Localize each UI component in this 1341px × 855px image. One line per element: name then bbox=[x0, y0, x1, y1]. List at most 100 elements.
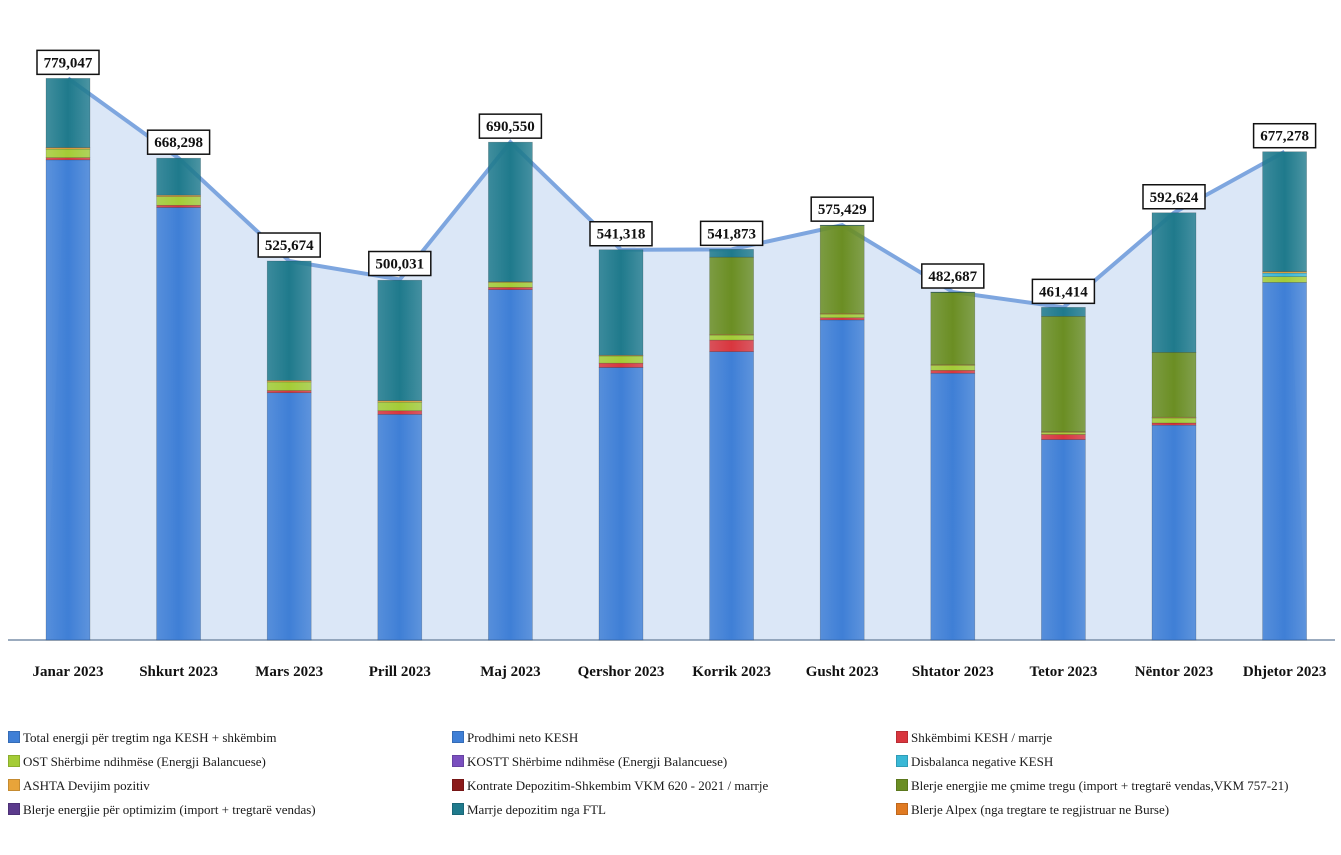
legend-swatch bbox=[8, 779, 20, 791]
bar-segment bbox=[488, 287, 533, 290]
bar-segment bbox=[1151, 212, 1197, 353]
legend-label: ASHTA Devijim pozitiv bbox=[23, 778, 150, 793]
bar-segment bbox=[1041, 315, 1086, 432]
total-label-box bbox=[1031, 278, 1096, 305]
legend-item: ASHTA Devijim pozitiv bbox=[8, 778, 150, 794]
legend-swatch bbox=[896, 779, 908, 791]
bar-segment bbox=[45, 78, 91, 148]
total-label: 677,278 bbox=[1260, 129, 1309, 145]
total-label-box bbox=[36, 49, 100, 76]
legend-swatch bbox=[452, 731, 464, 743]
bar-segment bbox=[598, 362, 644, 368]
bar-segment bbox=[156, 204, 201, 208]
total-label-box bbox=[368, 250, 432, 277]
total-label: 500,031 bbox=[375, 257, 424, 273]
bar-segment bbox=[1041, 434, 1086, 440]
bar-segment bbox=[156, 196, 201, 206]
bar-segment bbox=[598, 355, 644, 364]
bar-segment bbox=[377, 279, 423, 401]
bar-segment bbox=[709, 256, 754, 335]
category-label: Tetor 2023 bbox=[1029, 664, 1097, 680]
legend-swatch bbox=[8, 803, 20, 815]
legend-item: Total energji për tregtim nga KESH + shk… bbox=[8, 730, 277, 746]
bar-segment bbox=[819, 317, 865, 321]
stacked-bar-chart: 779,047 668,298 525,674 500,031 690,550 541,3… bbox=[8, 49, 1335, 680]
category-label: Shkurt 2023 bbox=[139, 664, 218, 680]
bar-segment bbox=[266, 390, 312, 394]
legend-label: Total energji për tregtim nga KESH + shk… bbox=[23, 730, 277, 745]
bar-segment bbox=[45, 159, 91, 641]
legend-item: Blerje energjie për optimizim (import + … bbox=[8, 802, 316, 818]
bar-segment bbox=[1262, 151, 1307, 272]
bar-segment bbox=[819, 224, 865, 226]
bar-segment bbox=[819, 225, 865, 314]
bar-segment bbox=[1151, 422, 1197, 426]
total-label-box bbox=[146, 129, 211, 155]
legend-label: Kontrate Depozitim-Shkembim VKM 620 - 20… bbox=[467, 778, 769, 793]
total-label: 541,318 bbox=[597, 227, 646, 243]
category-label: Janar 2023 bbox=[33, 664, 104, 680]
total-label: 461,414 bbox=[1039, 284, 1088, 300]
total-label: 690,550 bbox=[486, 119, 535, 135]
total-label: 525,674 bbox=[265, 238, 314, 254]
bar-segment bbox=[930, 291, 976, 293]
total-label-box bbox=[699, 220, 764, 247]
category-label: Shtator 2023 bbox=[912, 664, 994, 680]
category-label: Nëntor 2023 bbox=[1135, 664, 1213, 680]
bar-segment bbox=[709, 334, 754, 341]
bar-segment bbox=[266, 381, 312, 391]
legend-swatch bbox=[896, 803, 908, 815]
total-label-box bbox=[478, 113, 543, 139]
bar-segment bbox=[1262, 282, 1307, 641]
bar-segment bbox=[709, 351, 754, 641]
bar-segment bbox=[377, 410, 423, 415]
legend-label: KOSTT Shërbime ndihmëse (Energji Balancu… bbox=[467, 754, 728, 769]
category-label: Gusht 2023 bbox=[806, 664, 879, 680]
bar-segment bbox=[598, 249, 644, 356]
bar-segment bbox=[709, 339, 754, 352]
legend-item: Blerje Alpex (nga tregtare te regjistrua… bbox=[896, 802, 1169, 818]
bar-segment bbox=[930, 370, 976, 374]
total-label-box bbox=[810, 196, 874, 222]
legend-label: Blerje energjie për optimizim (import + … bbox=[23, 802, 316, 817]
bar-segment bbox=[1151, 352, 1197, 418]
legend-swatch bbox=[8, 755, 20, 767]
legend-item: Disbalanca negative KESH bbox=[896, 754, 1053, 770]
bar-segment bbox=[930, 372, 976, 641]
total-label-box bbox=[589, 220, 653, 247]
category-label: Qershor 2023 bbox=[578, 664, 665, 680]
total-label: 592,624 bbox=[1150, 190, 1199, 206]
legend-item: Kontrate Depozitim-Shkembim VKM 620 - 20… bbox=[452, 778, 768, 794]
bar-segment bbox=[488, 282, 533, 288]
legend-item: Marrje depozitim nga FTL bbox=[452, 802, 606, 818]
legend-item: Shkëmbimi KESH / marrje bbox=[896, 730, 1052, 746]
legend-item: Blerje energjie me çmime tregu (import +… bbox=[896, 778, 1288, 794]
total-label-box bbox=[257, 232, 321, 258]
bar-segment bbox=[930, 292, 976, 365]
legend-label: OST Shërbime ndihmëse (Energji Balancues… bbox=[23, 754, 266, 769]
category-label: Maj 2023 bbox=[480, 664, 540, 680]
bar-segment bbox=[930, 365, 976, 371]
bar-segment bbox=[377, 401, 423, 412]
bar-segment bbox=[1041, 439, 1086, 641]
bar-segment bbox=[377, 414, 423, 641]
legend-swatch bbox=[452, 779, 464, 791]
bar-segment bbox=[1262, 272, 1307, 277]
legend-label: Prodhimi neto KESH bbox=[467, 730, 579, 745]
bar-segment bbox=[598, 367, 644, 641]
total-label: 482,687 bbox=[928, 269, 977, 285]
bar-segment bbox=[709, 249, 754, 258]
legend-swatch bbox=[896, 755, 908, 767]
legend-swatch bbox=[452, 803, 464, 815]
bar-segment bbox=[45, 148, 91, 158]
total-label: 668,298 bbox=[154, 135, 203, 151]
category-label: Dhjetor 2023 bbox=[1243, 664, 1326, 680]
legend-item: KOSTT Shërbime ndihmëse (Energji Balancu… bbox=[452, 754, 727, 770]
bar-segment bbox=[1151, 417, 1197, 424]
total-label-box bbox=[1252, 122, 1317, 149]
bar-segment bbox=[488, 289, 533, 641]
legend-swatch bbox=[896, 731, 908, 743]
bar-segment bbox=[45, 147, 91, 150]
total-label: 779,047 bbox=[44, 55, 93, 71]
